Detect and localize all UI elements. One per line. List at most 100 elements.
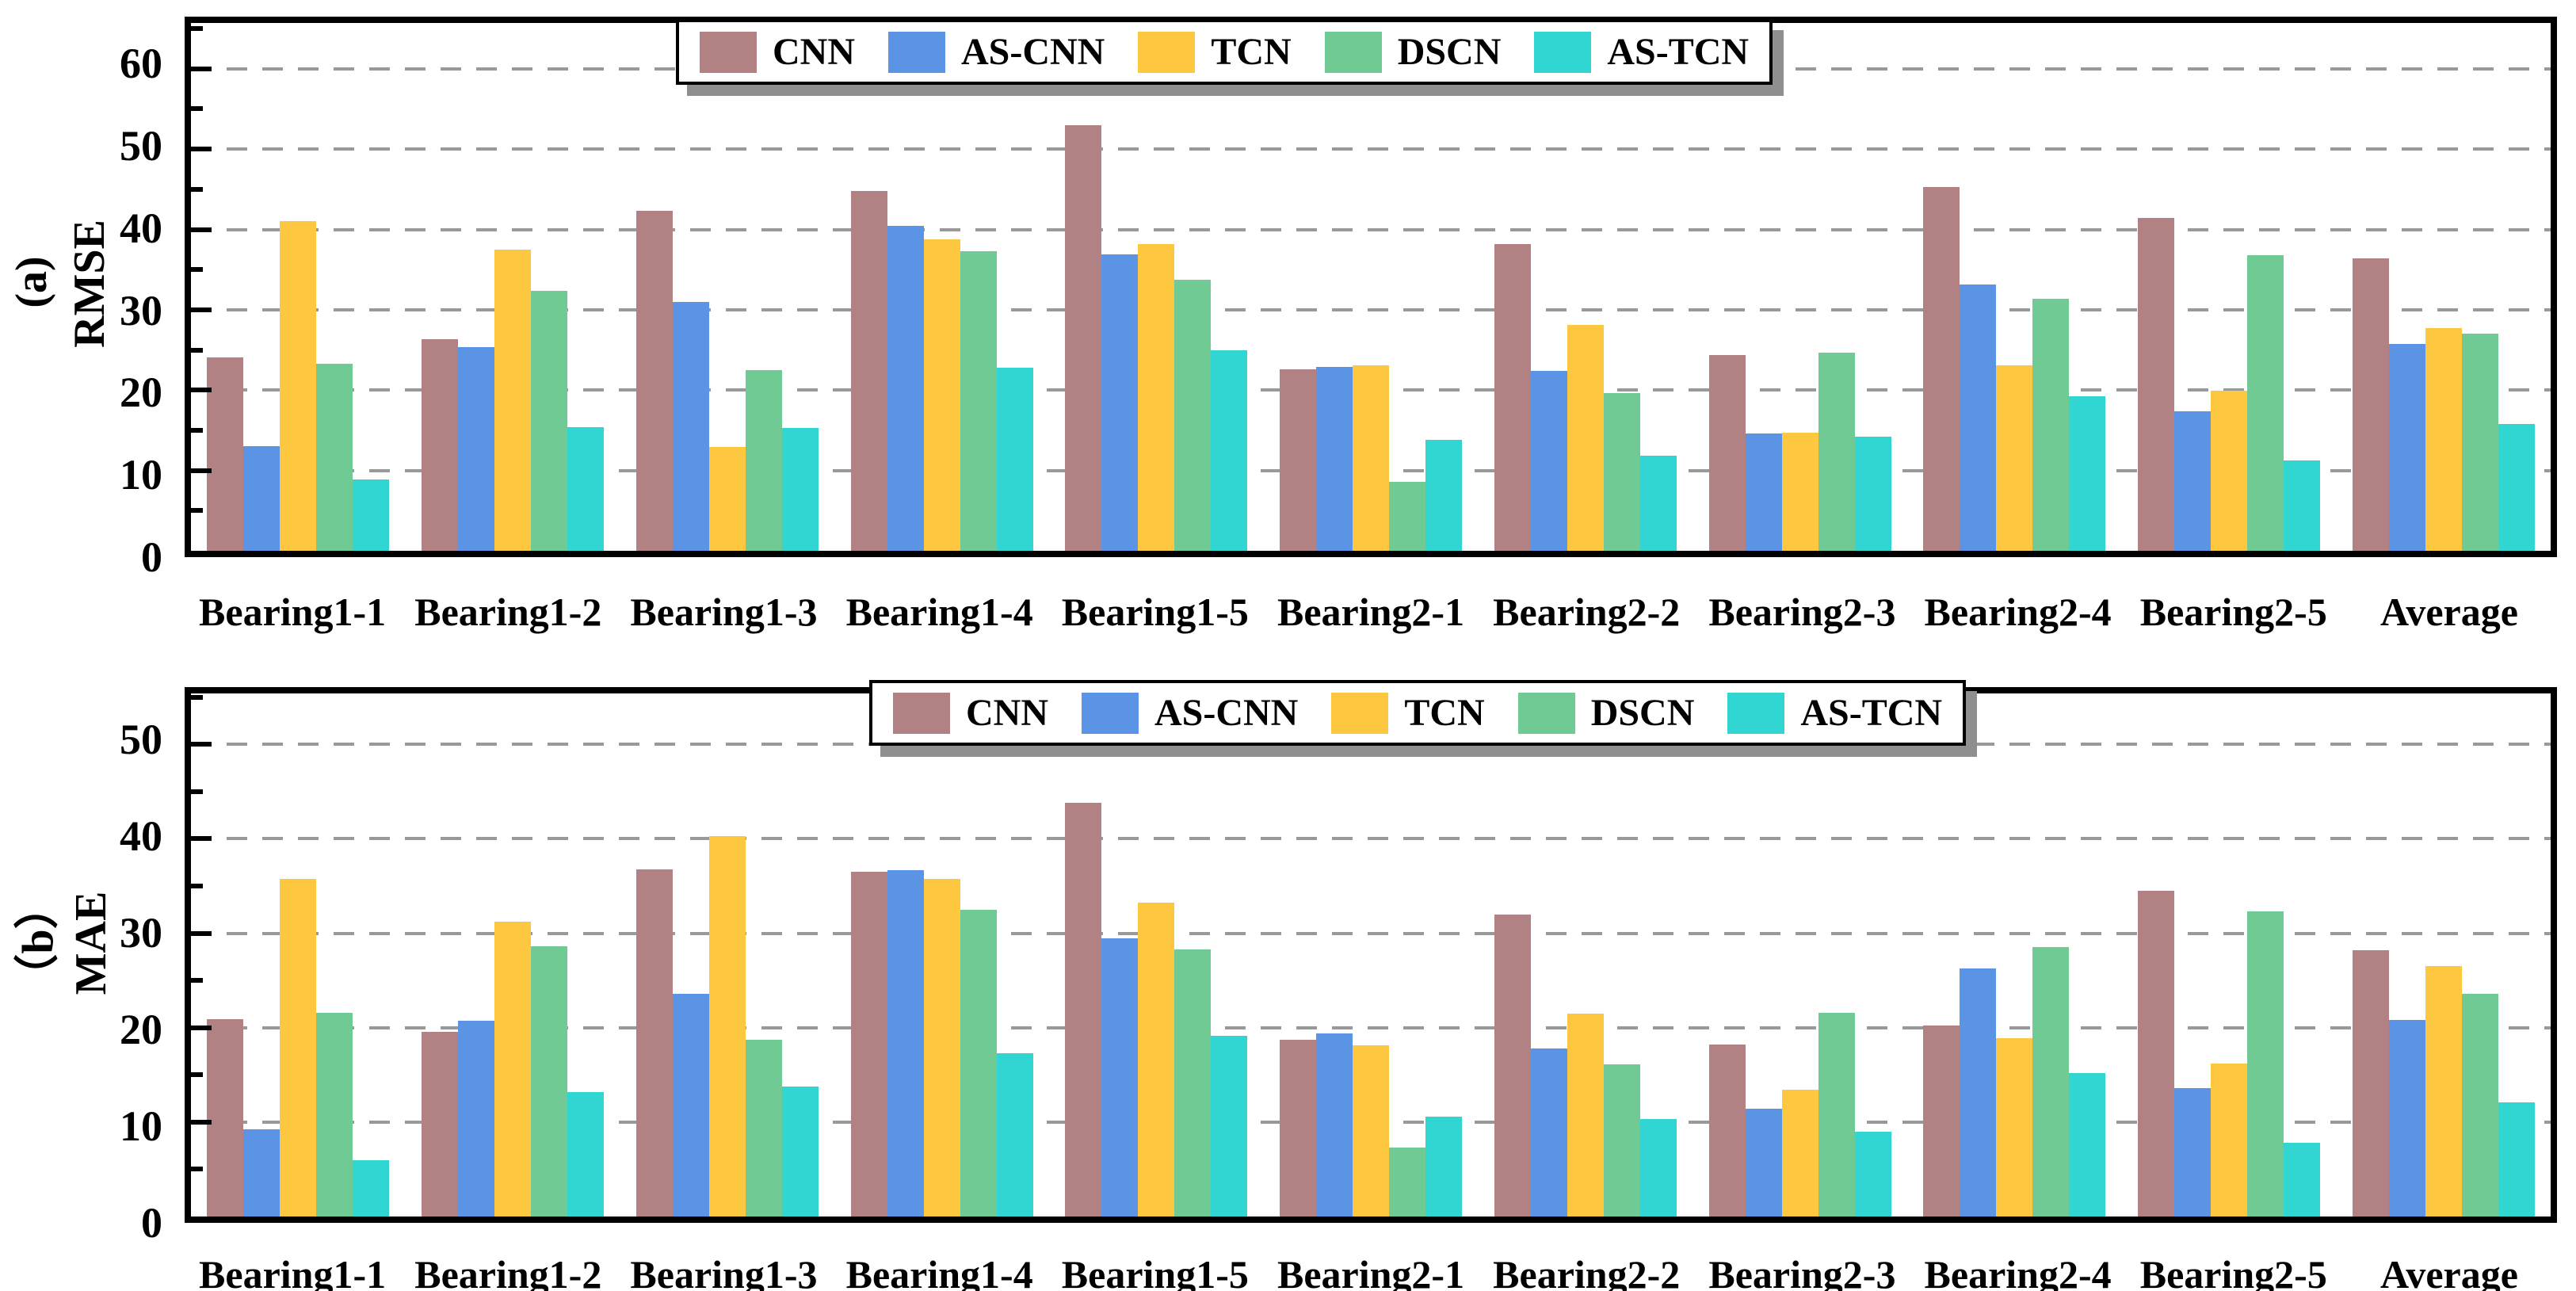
bar-rmse-Average-DSCN [2461, 334, 2498, 551]
y-tick-label-rmse-40: 40 [120, 204, 162, 252]
y-tick-mae-55 [191, 694, 203, 700]
bar-rmse-Bearing1-1-AS-TCN [353, 479, 390, 551]
bar-group-mae-Bearing2-4 [1907, 693, 2122, 1217]
legend-swatch-icon [1331, 692, 1389, 734]
bar-rmse-Bearing1-1-DSCN [316, 363, 353, 551]
y-tick-rmse-30 [191, 307, 212, 312]
bar-rmse-Bearing1-2-CNN [422, 339, 459, 551]
legend-label: AS-TCN [1800, 692, 1943, 734]
legend-swatch-icon [1138, 31, 1196, 73]
bar-rmse-Bearing1-3-DSCN [745, 369, 782, 551]
bar-rmse-Bearing1-5-AS-TCN [1211, 349, 1248, 551]
bar-rmse-Bearing2-5-CNN [2137, 218, 2174, 551]
y-tick-label-rmse-0: 0 [141, 533, 162, 581]
y-tick-label-rmse-50: 50 [120, 121, 162, 170]
bar-rmse-Bearing1-4-AS-TCN [996, 367, 1033, 551]
legend-swatch-icon [1534, 31, 1592, 73]
bar-mae-Bearing2-5-TCN [2210, 1064, 2247, 1217]
bar-rmse-Average-AS-TCN [2498, 423, 2535, 551]
bar-groups-mae [191, 693, 2551, 1217]
bar-rmse-Bearing2-2-TCN [1567, 325, 1604, 551]
bar-group-rmse-Average [2336, 23, 2551, 551]
bar-mae-Bearing2-2-AS-CNN [1530, 1048, 1567, 1217]
x-label-rmse-Bearing1-3: Bearing1-3 [630, 590, 818, 634]
bar-group-mae-Bearing1-1 [191, 693, 406, 1217]
y-tick-label-mae-20: 20 [120, 1005, 162, 1053]
x-label-mae-Bearing2-5: Bearing2-5 [2139, 1252, 2327, 1291]
legend-label: AS-TCN [1607, 31, 1750, 73]
y-tick-mae-5 [191, 1167, 203, 1172]
y-tick-label-rmse-30: 30 [120, 286, 162, 334]
bar-rmse-Bearing2-3-AS-CNN [1745, 434, 1782, 551]
y-tick-mae-10 [191, 1119, 212, 1125]
bar-mae-Bearing1-2-AS-CNN [458, 1021, 495, 1217]
bar-mae-Bearing2-1-TCN [1353, 1045, 1390, 1217]
bar-rmse-Bearing2-3-TCN [1781, 433, 1818, 551]
bar-mae-Bearing1-1-TCN [280, 878, 317, 1217]
bar-mae-Bearing2-1-AS-TCN [1425, 1116, 1463, 1217]
y-tick-rmse-65 [191, 26, 203, 32]
x-label-rmse-Average: Average [2379, 590, 2518, 634]
bar-rmse-Bearing1-2-AS-CNN [458, 346, 495, 551]
bar-mae-Bearing1-2-AS-TCN [567, 1091, 605, 1217]
bar-rmse-Bearing1-3-AS-TCN [781, 427, 819, 551]
bar-mae-Bearing2-4-AS-CNN [1960, 968, 1997, 1217]
bar-mae-Bearing2-5-AS-CNN [2173, 1087, 2211, 1217]
bar-rmse-Bearing2-4-CNN [1923, 186, 1960, 551]
gridline-mae-40 [191, 837, 2551, 841]
legend-item-mae-DSCN: DSCN [1517, 691, 1694, 735]
bar-mae-Bearing2-1-DSCN [1389, 1148, 1426, 1217]
y-tick-rmse-15 [191, 427, 203, 433]
y-tick-mae-20 [191, 1025, 212, 1030]
bar-group-mae-Average [2336, 693, 2551, 1217]
y-tick-label-mae-30: 30 [120, 908, 162, 957]
bar-rmse-Bearing1-2-TCN [494, 249, 532, 551]
legend-rmse: CNN AS-CNN TCN DSCN AS-TCN [676, 19, 1773, 85]
bar-rmse-Bearing2-2-AS-TCN [1639, 456, 1677, 551]
bar-rmse-Bearing1-4-AS-CNN [887, 226, 924, 551]
bar-rmse-Bearing1-1-TCN [280, 221, 317, 551]
bar-mae-Bearing2-2-DSCN [1603, 1064, 1640, 1217]
bar-mae-Bearing1-5-AS-TCN [1211, 1036, 1248, 1217]
gridline-rmse-50 [191, 147, 2551, 151]
y-tick-rmse-55 [191, 106, 203, 112]
bar-rmse-Bearing1-3-AS-CNN [672, 301, 709, 551]
bar-mae-Average-TCN [2425, 966, 2462, 1217]
bar-mae-Bearing2-4-AS-TCN [2069, 1072, 2106, 1217]
bar-rmse-Bearing2-2-CNN [1494, 243, 1531, 551]
bar-rmse-Bearing1-5-CNN [1065, 124, 1102, 551]
bar-mae-Bearing1-3-DSCN [745, 1040, 782, 1217]
y-tick-rmse-25 [191, 347, 203, 353]
x-category-labels-mae: Bearing1-1 Bearing1-2 Bearing1-3 Bearing1-4… [185, 1251, 2557, 1291]
legend-label: TCN [1211, 31, 1292, 73]
x-label-rmse-Bearing1-2: Bearing1-2 [414, 590, 602, 634]
bar-rmse-Bearing2-4-AS-TCN [2069, 396, 2106, 551]
bar-mae-Bearing1-5-TCN [1138, 903, 1175, 1217]
bar-mae-Bearing1-1-CNN [207, 1019, 244, 1217]
legend-item-mae-CNN: CNN [893, 691, 1048, 735]
x-label-rmse-Bearing1-4: Bearing1-4 [845, 590, 1033, 634]
legend-swatch-icon [1727, 692, 1785, 734]
bar-rmse-Bearing2-3-DSCN [1818, 352, 1855, 551]
bar-group-rmse-Bearing1-2 [406, 23, 620, 551]
x-label-rmse-Bearing2-2: Bearing2-2 [1493, 590, 1681, 634]
bar-rmse-Bearing1-2-AS-TCN [567, 426, 605, 551]
x-label-mae-Bearing1-2: Bearing1-2 [414, 1252, 602, 1291]
bar-mae-Bearing1-1-DSCN [316, 1012, 353, 1217]
y-tick-mae-25 [191, 978, 203, 984]
bar-group-rmse-Bearing1-3 [620, 23, 834, 551]
bar-mae-Bearing2-1-AS-CNN [1316, 1033, 1353, 1217]
bar-mae-Bearing2-3-AS-TCN [1854, 1131, 1891, 1217]
bar-mae-Bearing2-2-CNN [1494, 914, 1531, 1217]
legend-swatch-icon [1517, 692, 1575, 734]
y-tick-rmse-20 [191, 388, 212, 393]
x-label-mae-Bearing2-1: Bearing2-1 [1277, 1252, 1465, 1291]
legend-swatch-icon [1082, 692, 1139, 734]
bar-mae-Average-CNN [2352, 950, 2389, 1217]
bar-mae-Bearing2-3-AS-CNN [1745, 1109, 1782, 1217]
bar-mae-Bearing1-4-DSCN [960, 909, 997, 1217]
x-label-rmse-Bearing2-4: Bearing2-4 [1924, 590, 2112, 634]
x-label-rmse-Bearing2-5: Bearing2-5 [2139, 590, 2327, 634]
y-tick-label-rmse-10: 10 [120, 451, 162, 499]
